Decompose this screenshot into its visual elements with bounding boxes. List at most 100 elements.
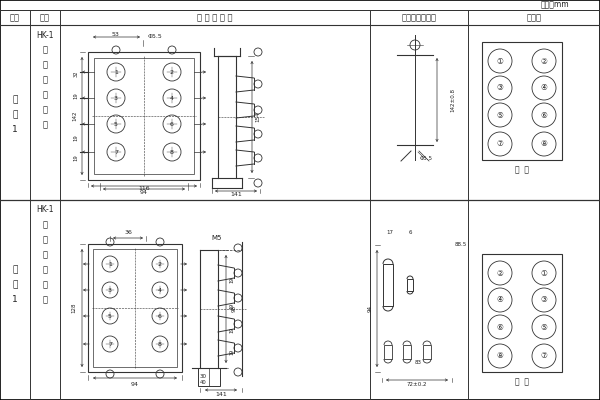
Text: 19: 19 xyxy=(74,93,79,99)
Text: 141: 141 xyxy=(215,392,227,398)
Text: 4: 4 xyxy=(170,96,174,100)
Text: 142: 142 xyxy=(73,111,77,121)
Text: Φ5.5: Φ5.5 xyxy=(420,156,433,160)
Text: 19: 19 xyxy=(74,155,79,161)
Text: 2: 2 xyxy=(170,70,174,74)
Text: 6: 6 xyxy=(408,230,412,234)
Text: 128: 128 xyxy=(71,303,77,313)
Text: 单位：mm: 单位：mm xyxy=(541,0,569,10)
Text: 8: 8 xyxy=(170,150,174,154)
Text: 接: 接 xyxy=(43,280,47,290)
Text: M5: M5 xyxy=(212,235,222,241)
Text: 19: 19 xyxy=(229,303,235,309)
Bar xyxy=(198,368,220,386)
Text: HK-1: HK-1 xyxy=(36,206,54,214)
Text: ①: ① xyxy=(497,56,503,66)
Text: 4: 4 xyxy=(158,288,162,292)
Text: 安装开孔尺寸图: 安装开孔尺寸图 xyxy=(401,14,437,22)
Text: 1: 1 xyxy=(12,126,18,134)
Text: 142±0.8: 142±0.8 xyxy=(451,88,455,112)
Text: 5: 5 xyxy=(108,314,112,318)
Text: 116: 116 xyxy=(138,186,150,192)
Text: 94: 94 xyxy=(140,190,148,194)
Text: 结构: 结构 xyxy=(40,14,50,22)
Text: ⑧: ⑧ xyxy=(497,352,503,360)
Text: 3: 3 xyxy=(108,288,112,292)
Text: 1: 1 xyxy=(12,296,18,304)
Text: 1: 1 xyxy=(114,70,118,74)
Text: 附: 附 xyxy=(13,96,17,104)
Text: 前  视: 前 视 xyxy=(515,166,529,174)
Bar xyxy=(88,244,182,372)
Text: 8: 8 xyxy=(158,342,162,346)
Text: Φ5.5: Φ5.5 xyxy=(148,34,163,40)
Bar xyxy=(384,345,392,359)
Bar xyxy=(88,52,200,180)
Text: 53: 53 xyxy=(112,32,120,38)
Bar xyxy=(93,249,177,367)
Text: 94: 94 xyxy=(367,306,373,312)
Text: 40: 40 xyxy=(200,380,206,386)
Text: 式: 式 xyxy=(43,250,47,260)
Text: ②: ② xyxy=(541,56,547,66)
Bar xyxy=(482,254,562,372)
Text: ⑤: ⑤ xyxy=(497,110,503,120)
Text: 3: 3 xyxy=(114,96,118,100)
Text: 19: 19 xyxy=(229,327,235,333)
Text: 7: 7 xyxy=(108,342,112,346)
Text: 19: 19 xyxy=(229,277,235,283)
Text: 6: 6 xyxy=(158,314,162,318)
Text: ⑦: ⑦ xyxy=(497,140,503,148)
Text: ④: ④ xyxy=(541,84,547,92)
Text: 83: 83 xyxy=(415,360,421,364)
Text: 1: 1 xyxy=(108,262,112,266)
Bar xyxy=(407,279,413,291)
Text: 线: 线 xyxy=(43,296,47,304)
Text: 72±0.2: 72±0.2 xyxy=(407,382,427,386)
Text: ⑦: ⑦ xyxy=(541,352,547,360)
Text: 88.5: 88.5 xyxy=(455,242,467,248)
Text: 154: 154 xyxy=(256,112,260,122)
Text: 附: 附 xyxy=(13,266,17,274)
Text: 19: 19 xyxy=(74,135,79,141)
Bar xyxy=(423,345,431,359)
Text: ④: ④ xyxy=(497,296,503,304)
Text: 端子图: 端子图 xyxy=(527,14,542,22)
Bar xyxy=(94,58,194,174)
Text: 5: 5 xyxy=(114,122,118,126)
Text: ⑤: ⑤ xyxy=(541,322,547,332)
Text: 141: 141 xyxy=(230,192,242,196)
Text: 式: 式 xyxy=(43,76,47,84)
Text: 前: 前 xyxy=(43,90,47,100)
Text: ③: ③ xyxy=(497,84,503,92)
Bar xyxy=(482,42,562,160)
Text: HK-1: HK-1 xyxy=(36,30,54,40)
Text: 外 形 尺 寸 图: 外 形 尺 寸 图 xyxy=(197,14,233,22)
Bar xyxy=(403,345,411,359)
Text: ⑥: ⑥ xyxy=(541,110,547,120)
Text: 凸: 凸 xyxy=(43,220,47,230)
Text: 30: 30 xyxy=(199,374,206,380)
Text: 后: 后 xyxy=(43,266,47,274)
Text: 凸: 凸 xyxy=(43,46,47,54)
Text: ②: ② xyxy=(497,268,503,278)
Text: 图: 图 xyxy=(13,280,17,290)
Text: ③: ③ xyxy=(541,296,547,304)
Text: 32: 32 xyxy=(74,71,79,77)
Text: 接: 接 xyxy=(43,106,47,114)
Text: 出: 出 xyxy=(43,60,47,70)
Text: 线: 线 xyxy=(43,120,47,130)
Text: 图: 图 xyxy=(13,110,17,120)
Bar xyxy=(383,264,393,306)
Text: ①: ① xyxy=(541,268,547,278)
Text: 出: 出 xyxy=(43,236,47,244)
Text: 94: 94 xyxy=(131,382,139,386)
Text: ⑥: ⑥ xyxy=(497,322,503,332)
Text: 2: 2 xyxy=(158,262,162,266)
Text: ⑧: ⑧ xyxy=(541,140,547,148)
Text: 6: 6 xyxy=(170,122,174,126)
Text: 19: 19 xyxy=(229,349,235,355)
Text: 36: 36 xyxy=(124,230,132,236)
Text: 图号: 图号 xyxy=(10,14,20,22)
Text: 98: 98 xyxy=(232,306,236,312)
